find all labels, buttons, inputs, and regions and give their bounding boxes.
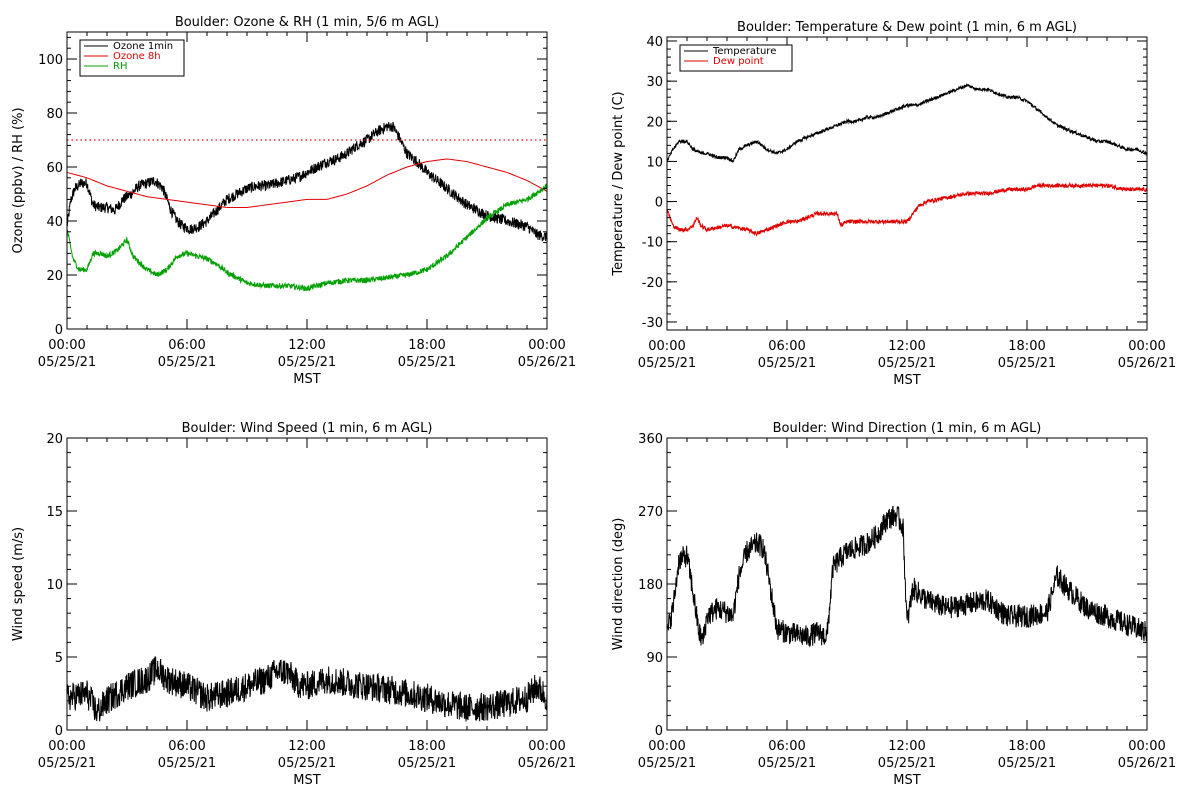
series-line-ozone-8h <box>67 158 547 208</box>
y-tick-label: 0 <box>655 724 663 739</box>
y-tick-label: -20 <box>642 276 663 291</box>
legend-box <box>679 44 793 72</box>
x-tick-date: 05/25/21 <box>278 756 336 771</box>
x-tick-time: 00:00 <box>648 739 685 754</box>
x-tick-date: 05/25/21 <box>998 756 1056 771</box>
x-tick-date: 05/26/21 <box>1118 756 1176 771</box>
x-tick-time: 06:00 <box>168 739 205 754</box>
x-tick-date: 05/25/21 <box>398 756 456 771</box>
x-tick-time: 06:00 <box>768 339 805 354</box>
series-line-ozone-1min <box>67 121 547 242</box>
chart-title: Boulder: Wind Speed (1 min, 6 m AGL) <box>182 421 433 436</box>
legend-entry: RH <box>113 61 127 72</box>
y-tick-label: 20 <box>646 115 663 130</box>
y-tick-label: 30 <box>646 75 663 90</box>
y-tick-label: 10 <box>46 578 63 593</box>
x-tick-date: 05/25/21 <box>158 756 216 771</box>
x-tick-date: 05/26/21 <box>1118 356 1176 371</box>
x-tick-time: 00:00 <box>1128 339 1165 354</box>
legend-entry: Dew point <box>713 56 764 67</box>
series-line-data <box>667 505 1147 648</box>
x-tick-date: 05/25/21 <box>878 756 936 771</box>
y-axis-label: Temperature / Dew point (C) <box>611 91 626 276</box>
x-tick-time: 06:00 <box>168 338 205 353</box>
x-tick-date: 05/25/21 <box>998 356 1056 371</box>
y-tick-label: 20 <box>46 269 63 284</box>
x-tick-time: 12:00 <box>288 739 325 754</box>
x-axis-label: MST <box>893 373 920 388</box>
chart-3: Boulder: Wind Speed (1 min, 6 m AGL) 0 5 10… <box>11 421 576 788</box>
x-tick-time: 18:00 <box>1008 339 1045 354</box>
y-tick-label: 40 <box>46 215 63 230</box>
y-axis-label: Wind direction (deg) <box>611 518 626 651</box>
x-tick-date: 05/25/21 <box>158 355 216 370</box>
y-tick-label: 180 <box>638 578 663 593</box>
y-axis-label: Ozone (ppbv) / RH (%) <box>11 107 26 253</box>
x-tick-date: 05/26/21 <box>518 355 576 370</box>
y-tick-label: 60 <box>46 161 63 176</box>
x-tick-date: 05/26/21 <box>518 756 576 771</box>
y-tick-label: 0 <box>55 323 63 338</box>
series-line-data <box>67 656 547 722</box>
x-tick-time: 00:00 <box>648 339 685 354</box>
x-tick-time: 00:00 <box>48 338 85 353</box>
x-tick-date: 05/25/21 <box>758 356 816 371</box>
x-axis-label: MST <box>293 372 320 387</box>
x-tick-time: 12:00 <box>888 339 925 354</box>
y-tick-label: 270 <box>638 505 663 520</box>
y-tick-label: 20 <box>46 432 63 447</box>
x-axis-label: MST <box>293 773 320 788</box>
y-tick-label: 0 <box>55 724 63 739</box>
x-tick-time: 06:00 <box>768 739 805 754</box>
legend-entry: Ozone 8h <box>113 51 161 62</box>
x-tick-date: 05/25/21 <box>398 355 456 370</box>
y-tick-label: -30 <box>642 316 663 331</box>
x-tick-time: 18:00 <box>408 739 445 754</box>
y-tick-label: -10 <box>642 236 663 251</box>
chart-4: Boulder: Wind Direction (1 min, 6 m AGL)… <box>611 421 1176 788</box>
chart-2: Boulder: Temperature & Dew point (1 min,… <box>611 20 1176 388</box>
x-tick-date: 05/25/21 <box>638 756 696 771</box>
x-tick-date: 05/25/21 <box>278 355 336 370</box>
x-tick-time: 00:00 <box>1128 739 1165 754</box>
plot-frame <box>666 36 1148 331</box>
x-tick-date: 05/25/21 <box>38 756 96 771</box>
x-tick-time: 00:00 <box>528 338 565 353</box>
series-line-rh <box>67 183 547 292</box>
x-tick-date: 05/25/21 <box>758 756 816 771</box>
y-tick-label: 0 <box>655 196 663 211</box>
y-tick-label: 15 <box>46 505 63 520</box>
x-tick-date: 05/25/21 <box>638 356 696 371</box>
y-tick-label: 10 <box>646 155 663 170</box>
x-tick-date: 05/25/21 <box>878 356 936 371</box>
x-tick-time: 18:00 <box>408 338 445 353</box>
legend-entry: Temperature <box>712 46 776 57</box>
x-tick-time: 12:00 <box>288 338 325 353</box>
chart-1: Boulder: Ozone & RH (1 min, 5/6 m AGL) 0 2… <box>11 15 576 387</box>
y-tick-label: 100 <box>38 53 63 68</box>
plot-frame <box>66 31 548 330</box>
chart-title: Boulder: Wind Direction (1 min, 6 m AGL) <box>773 421 1042 436</box>
chart-title: Boulder: Temperature & Dew point (1 min,… <box>737 20 1077 35</box>
y-axis-label: Wind speed (m/s) <box>11 527 26 641</box>
x-tick-time: 12:00 <box>888 739 925 754</box>
y-tick-label: 90 <box>646 651 663 666</box>
series-line-dew-point <box>667 181 1147 237</box>
x-tick-time: 00:00 <box>48 739 85 754</box>
y-tick-label: 5 <box>55 651 63 666</box>
x-tick-time: 00:00 <box>528 739 565 754</box>
chart-title: Boulder: Ozone & RH (1 min, 5/6 m AGL) <box>175 15 439 30</box>
x-tick-time: 18:00 <box>1008 739 1045 754</box>
y-tick-label: 80 <box>46 107 63 122</box>
legend-entry: Ozone 1min <box>113 41 173 52</box>
x-tick-date: 05/25/21 <box>38 355 96 370</box>
y-tick-label: 40 <box>646 35 663 50</box>
x-axis-label: MST <box>893 773 920 788</box>
series-line-temperature <box>667 83 1147 163</box>
y-tick-label: 360 <box>638 432 663 447</box>
